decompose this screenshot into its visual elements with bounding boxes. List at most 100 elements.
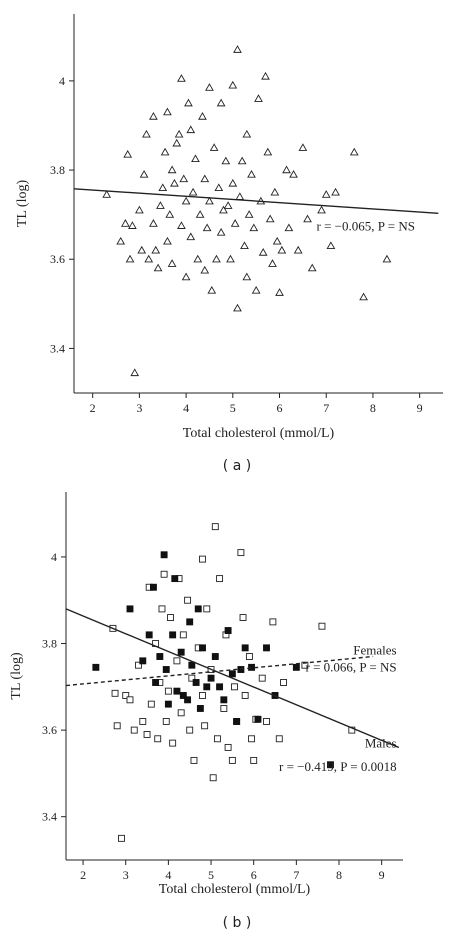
data-point-male xyxy=(228,670,236,678)
x-tick-label: 7 xyxy=(293,868,299,882)
data-point-female xyxy=(135,661,142,669)
data-point-male xyxy=(207,674,215,682)
data-point-female xyxy=(199,692,206,699)
annotation: r = 0.066, P = NS xyxy=(305,660,396,675)
x-tick-label: 8 xyxy=(336,868,342,882)
data-point-female xyxy=(237,549,245,557)
data-point xyxy=(298,143,308,151)
data-point xyxy=(228,178,238,187)
data-point xyxy=(174,129,184,138)
data-point-male xyxy=(192,679,200,686)
data-point xyxy=(326,241,336,250)
data-point xyxy=(251,285,261,294)
data-point xyxy=(200,174,210,183)
data-point-female xyxy=(113,722,121,730)
data-point xyxy=(163,107,172,116)
data-point xyxy=(186,232,196,241)
data-point xyxy=(233,303,242,312)
data-point xyxy=(153,263,163,272)
data-point-female xyxy=(179,631,187,639)
data-point xyxy=(151,245,161,254)
data-point-female xyxy=(280,679,288,686)
panel-label: ( a ) xyxy=(223,458,251,474)
regression-line xyxy=(73,188,439,215)
data-point-female xyxy=(173,657,181,665)
data-point-male xyxy=(149,583,157,591)
data-point xyxy=(149,112,158,120)
data-point xyxy=(303,214,312,223)
data-point-male xyxy=(211,653,219,660)
data-point-female xyxy=(111,689,119,697)
data-point-male xyxy=(254,715,262,723)
y-tick-label: 3.8 xyxy=(42,637,57,651)
data-point-male xyxy=(199,644,206,652)
data-point-female xyxy=(224,743,232,751)
data-point xyxy=(195,210,205,218)
y-tick-label: 4 xyxy=(51,550,57,564)
data-point xyxy=(135,205,144,214)
data-point-female xyxy=(241,692,249,699)
data-point xyxy=(172,138,182,147)
x-axis-label: Total cholesterol (mmol/L) xyxy=(159,882,311,897)
data-point xyxy=(289,170,298,178)
data-point-female xyxy=(213,735,221,743)
data-point xyxy=(102,190,112,198)
data-point xyxy=(212,254,221,263)
data-point-male xyxy=(186,618,194,626)
data-point xyxy=(382,254,392,263)
data-point xyxy=(209,143,219,151)
data-point-male xyxy=(139,657,147,665)
data-point xyxy=(230,219,240,227)
data-point-female xyxy=(167,614,174,622)
data-point xyxy=(121,219,130,227)
data-point-male xyxy=(160,551,168,559)
data-point-male xyxy=(194,605,202,613)
data-point xyxy=(205,83,214,91)
data-point xyxy=(188,187,198,196)
annotation: r = −0.065, P = NS xyxy=(317,218,415,233)
data-point-female xyxy=(188,674,196,682)
x-tick-label: 6 xyxy=(251,868,257,882)
x-tick-label: 4 xyxy=(183,401,189,415)
y-tick-label: 4 xyxy=(59,74,65,88)
data-point xyxy=(149,219,158,227)
data-point-male xyxy=(224,627,232,634)
data-point-female xyxy=(147,700,155,708)
data-point xyxy=(277,245,287,254)
data-point xyxy=(223,201,233,209)
data-point-female xyxy=(177,709,185,717)
data-point xyxy=(226,254,235,263)
data-point-female xyxy=(201,722,209,730)
data-point-female xyxy=(245,653,253,660)
data-point-female xyxy=(199,555,206,563)
annotation: Males xyxy=(365,735,397,750)
data-point-male xyxy=(292,663,300,671)
y-axis-label: TL (log) xyxy=(9,652,24,700)
panel-a-chart: 2 3 4 5 6 7 8 9 3.4 3.6 3.8 4 Total cholesterol (mmo… xyxy=(15,14,443,474)
regression-line-dashed xyxy=(65,655,374,687)
x-tick-label: 3 xyxy=(136,401,142,415)
data-point xyxy=(128,221,137,229)
x-tick-label: 4 xyxy=(165,868,171,882)
data-point xyxy=(219,205,228,214)
x-tick-label: 2 xyxy=(80,868,86,882)
data-point-female xyxy=(228,756,236,764)
data-point xyxy=(270,187,280,196)
data-point xyxy=(170,178,179,187)
data-point-female xyxy=(186,726,194,734)
data-point xyxy=(165,210,175,218)
data-point-male xyxy=(145,631,153,639)
x-tick-label: 3 xyxy=(123,868,129,882)
data-point xyxy=(130,368,140,377)
data-point xyxy=(242,129,252,138)
data-point xyxy=(321,190,331,198)
data-point xyxy=(233,45,242,53)
data-point-female xyxy=(250,756,258,764)
data-point xyxy=(193,254,203,263)
data-point xyxy=(258,248,268,256)
data-point xyxy=(177,74,186,82)
data-point-female xyxy=(301,661,309,669)
data-point xyxy=(349,147,359,156)
